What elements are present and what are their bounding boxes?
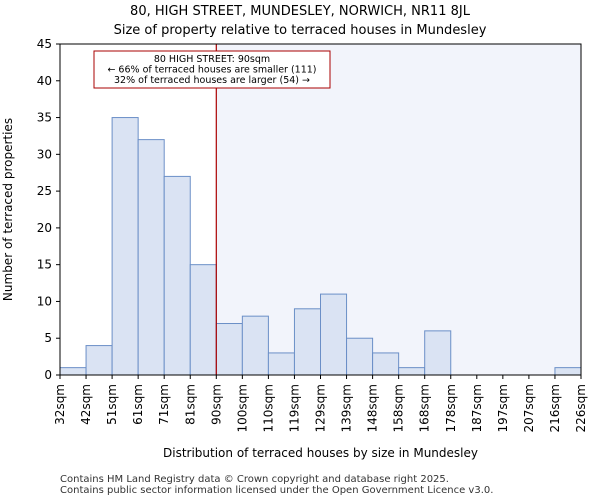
bar-216sqm [554,367,582,376]
x-tick-label: 42sqm [79,384,93,425]
x-tick-label: 216sqm [548,384,562,432]
above-size-region [216,44,582,375]
bar-32sqm [59,367,87,376]
y-axis-label: Number of terraced properties [1,118,15,301]
y-tick-label: 25 [37,184,52,198]
bar-168sqm [424,330,452,376]
chart-title: 80, HIGH STREET, MUNDESLEY, NORWICH, NR1… [130,4,470,19]
footer-line-2: Contains public sector information licen… [60,485,494,496]
bar-119sqm [293,308,322,376]
x-tick-label: 158sqm [392,384,406,432]
y-tick-label: 5 [44,331,52,345]
bar-51sqm [111,117,139,376]
x-tick-label: 119sqm [287,384,301,432]
x-tick-label: 32sqm [53,384,67,425]
y-tick-label: 30 [37,147,52,161]
bar-129sqm [320,293,348,376]
x-tick-label: 51sqm [105,384,119,425]
x-tick-label: 178sqm [444,384,458,432]
y-tick-label: 15 [37,258,52,272]
y-tick-label: 40 [37,74,52,88]
bar-100sqm [241,315,269,376]
bar-42sqm [85,345,113,376]
bar-81sqm [189,264,217,376]
x-tick-label: 71sqm [157,384,171,425]
annotation-line-3: 32% of terraced houses are larger (54) → [114,75,310,86]
y-tick-label: 0 [44,368,52,382]
x-tick-label: 61sqm [131,384,145,425]
x-tick-label: 226sqm [574,384,588,432]
y-tick-label: 45 [37,37,52,51]
x-tick-label: 187sqm [470,384,484,432]
x-tick-label: 90sqm [209,384,223,425]
bar-139sqm [346,337,374,376]
x-tick-label: 100sqm [235,384,249,432]
x-tick-label: 139sqm [340,384,354,432]
bar-148sqm [372,352,400,376]
annotation-line-2: ← 66% of terraced houses are smaller (11… [107,65,316,76]
bar-61sqm [137,139,165,376]
bar-158sqm [398,367,426,376]
footer-line-1: Contains HM Land Registry data © Crown c… [60,474,449,485]
bar-110sqm [267,352,295,376]
histogram-chart: 0 5 10 15 20 25 30 35 40 45 32sqm 42sqm 51sqm 61sqm 7… [1,37,588,460]
y-tick-label: 10 [37,294,52,308]
y-tick-label: 20 [37,221,52,235]
x-tick-label: 207sqm [522,384,536,432]
chart-subtitle: Size of property relative to terraced ho… [113,23,487,38]
annotation-line-1: 80 HIGH STREET: 90sqm [154,54,270,65]
x-tick-label: 110sqm [261,384,275,432]
bar-71sqm [163,175,191,376]
annotation-box: 80 HIGH STREET: 90sqm ← 66% of terraced … [93,50,331,89]
x-tick-label: 148sqm [366,384,380,432]
x-axis-label: Distribution of terraced houses by size … [163,446,478,460]
bar-90sqm [215,323,243,376]
x-tick-label: 168sqm [418,384,432,432]
x-tick-label: 129sqm [314,384,328,432]
y-tick-label: 35 [37,111,52,125]
x-tick-label: 197sqm [496,384,510,432]
x-tick-label: 81sqm [183,384,197,425]
